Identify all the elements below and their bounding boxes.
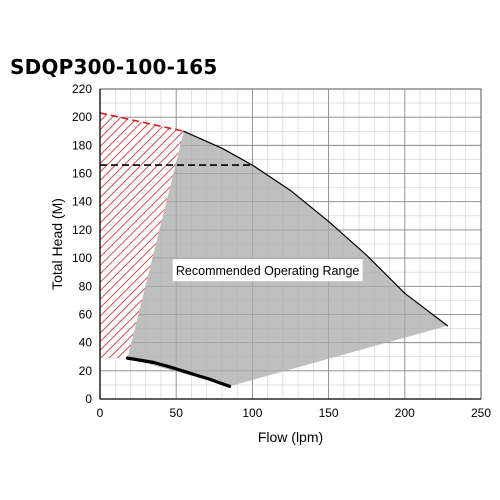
annotation-box bbox=[172, 259, 363, 282]
operating-regions bbox=[100, 112, 448, 387]
tick-labels: 0 50 100 150 200 250 0 20 40 60 80 100 120 140 160 180 2… bbox=[72, 82, 491, 420]
x-tick-label: 250 bbox=[471, 406, 491, 420]
y-tick-label: 200 bbox=[72, 110, 92, 124]
y-tick-label: 160 bbox=[72, 167, 92, 181]
recommended-range-region bbox=[127, 131, 448, 387]
restricted-range-region bbox=[100, 112, 184, 359]
y-tick-label: 100 bbox=[72, 251, 92, 265]
annotation-group: Recommended Operating Range bbox=[172, 259, 363, 282]
data-series bbox=[99, 112, 449, 388]
x-tick-label: 100 bbox=[242, 406, 262, 420]
y-tick-label: 120 bbox=[72, 223, 92, 237]
y-tick-label: 0 bbox=[85, 392, 92, 406]
x-tick-label: 0 bbox=[97, 406, 104, 420]
y-tick-label: 40 bbox=[79, 336, 93, 350]
axes bbox=[99, 88, 482, 400]
x-tick-label: 200 bbox=[395, 406, 415, 420]
y-tick-label: 220 bbox=[72, 82, 92, 96]
chart-title: SDQP300-100-165 bbox=[10, 55, 218, 79]
y-tick-label: 80 bbox=[79, 279, 93, 293]
y-axis-title: Total Head (M) bbox=[49, 198, 65, 290]
pump-curve-line bbox=[183, 130, 449, 327]
min-head-line bbox=[125, 356, 232, 388]
y-tick-label: 140 bbox=[72, 195, 92, 209]
y-tick-label: 60 bbox=[79, 307, 93, 321]
annotation-label: Recommended Operating Range bbox=[176, 264, 359, 278]
x-tick-label: 50 bbox=[170, 406, 184, 420]
x-axis-title: Flow (lpm) bbox=[258, 429, 323, 445]
x-tick-label: 150 bbox=[319, 406, 339, 420]
dashed-line-1 bbox=[99, 112, 184, 133]
y-tick-label: 20 bbox=[79, 364, 93, 378]
y-tick-label: 180 bbox=[72, 138, 92, 152]
